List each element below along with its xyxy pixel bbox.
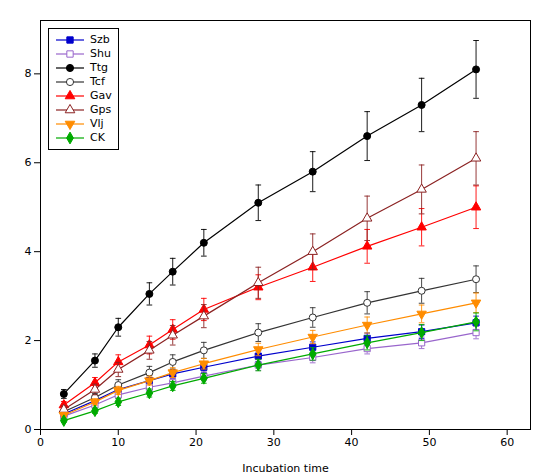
html-text:Gps: Gps — [90, 103, 112, 116]
html-text:Gav: Gav — [90, 89, 112, 102]
svg-text:10: 10 — [111, 436, 125, 449]
html-text:Tcf: Tcf — [90, 75, 105, 88]
svg-text:20: 20 — [189, 436, 203, 449]
svg-text:0: 0 — [25, 423, 32, 436]
html-text:Szb: Szb — [90, 33, 110, 46]
html-text:CK: CK — [90, 131, 105, 144]
html-text:Vlj: Vlj — [90, 117, 104, 130]
svg-text:4: 4 — [25, 245, 32, 258]
svg-text:Incubation time: Incubation time — [242, 462, 329, 474]
svg-text:50: 50 — [422, 436, 436, 449]
svg-text:6: 6 — [25, 156, 32, 169]
html-text:Ttg: Ttg — [90, 61, 108, 74]
svg-text:60: 60 — [500, 436, 514, 449]
svg-text:2: 2 — [25, 334, 32, 347]
svg-text:30: 30 — [267, 436, 281, 449]
svg-text:8: 8 — [25, 67, 32, 80]
svg-text:40: 40 — [345, 436, 359, 449]
svg-text:0: 0 — [37, 436, 44, 449]
html-text:Shu: Shu — [90, 47, 111, 60]
